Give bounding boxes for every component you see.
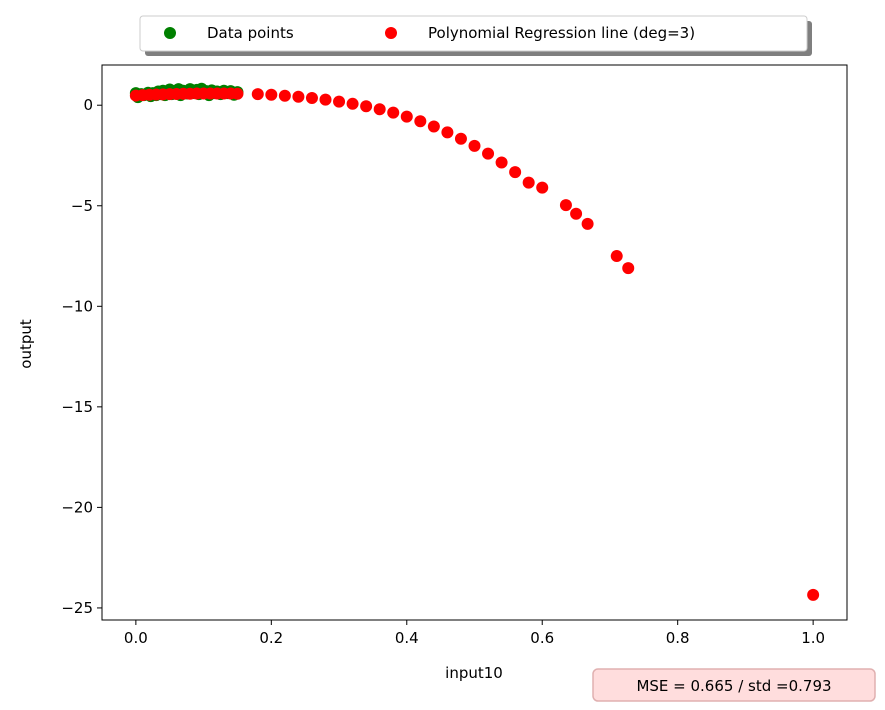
regression-point	[231, 87, 244, 100]
x-axis: 0.0 0.2 0.4 0.6 0.8 1.0	[124, 620, 825, 647]
regression-point	[807, 588, 820, 601]
regression-point	[581, 217, 594, 230]
regression-point	[305, 91, 318, 104]
regression-point	[559, 199, 572, 212]
legend: Data points Polynomial Regression line (…	[139, 15, 812, 56]
y-tick-label: −25	[61, 599, 93, 617]
y-tick-label: −15	[61, 398, 93, 416]
regression-point	[251, 88, 264, 101]
regression-point	[522, 176, 535, 189]
regression-point	[387, 106, 400, 119]
legend-box	[139, 15, 808, 52]
legend-label-regression: Polynomial Regression line (deg=3)	[428, 24, 695, 42]
legend-marker-regression	[385, 27, 397, 39]
mse-annotation: MSE = 0.665 / std =0.793	[592, 668, 876, 702]
y-tick-label: −5	[71, 197, 93, 215]
regression-point	[292, 90, 305, 103]
regression-point	[427, 120, 440, 133]
regression-point	[610, 250, 623, 263]
x-axis-label: input10	[445, 664, 503, 682]
x-tick-label: 0.6	[530, 629, 554, 647]
y-axis-label: output	[17, 319, 35, 369]
regression-point	[400, 110, 413, 123]
y-axis: 0 −5 −10 −15 −20 −25	[61, 96, 102, 617]
legend-marker-data-points	[164, 27, 176, 39]
regression-point	[622, 262, 635, 275]
regression-point	[441, 126, 454, 139]
regression-point	[333, 95, 346, 108]
x-tick-label: 0.2	[259, 629, 283, 647]
regression-point	[265, 88, 278, 101]
legend-label-data-points: Data points	[207, 24, 294, 42]
regression-point	[360, 100, 373, 113]
regression-point	[414, 115, 427, 128]
x-tick-label: 1.0	[801, 629, 825, 647]
x-tick-label: 0.8	[666, 629, 690, 647]
y-tick-label: −20	[61, 498, 93, 516]
regression-point	[319, 93, 332, 106]
regression-point	[373, 103, 386, 116]
regression-point	[278, 89, 291, 102]
regression-series	[129, 87, 820, 601]
regression-point	[482, 147, 495, 160]
regression-point	[468, 139, 481, 152]
mse-annotation-text: MSE = 0.665 / std =0.793	[636, 677, 831, 695]
y-tick-label: 0	[83, 96, 93, 114]
plot-frame	[101, 64, 848, 621]
regression-point	[495, 156, 508, 169]
mse-annotation-box	[592, 668, 876, 702]
regression-point	[454, 132, 467, 145]
x-tick-label: 0.0	[124, 629, 148, 647]
x-tick-label: 0.4	[395, 629, 419, 647]
regression-point	[570, 207, 583, 220]
y-tick-label: −10	[61, 297, 93, 315]
regression-point	[536, 181, 549, 194]
regression-point	[346, 97, 359, 110]
regression-point	[509, 166, 522, 179]
